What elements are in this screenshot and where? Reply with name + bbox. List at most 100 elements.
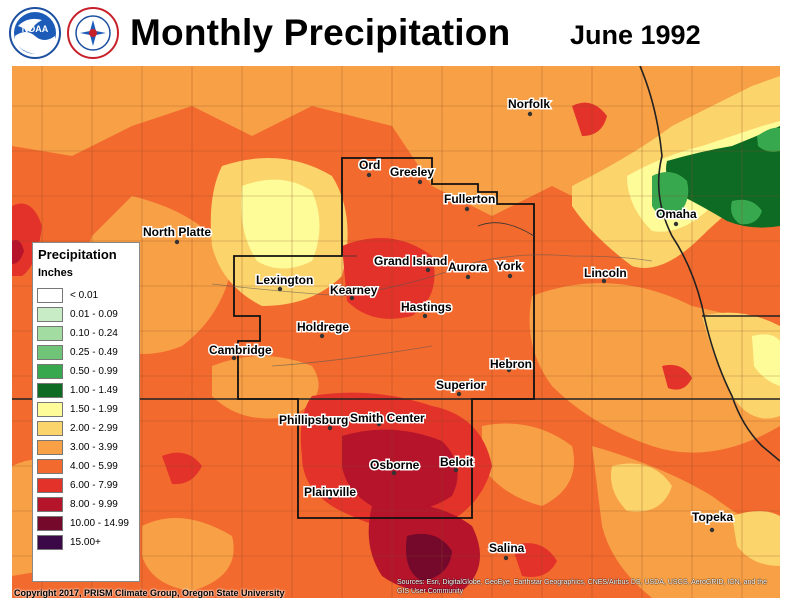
legend-swatch (37, 440, 63, 455)
svg-text:Hebron: Hebron (490, 357, 532, 371)
city-omaha[interactable]: Omaha (655, 206, 699, 227)
svg-text:Beloit: Beloit (440, 455, 473, 469)
svg-text:Lexington: Lexington (256, 273, 313, 287)
legend-label: 6.00 - 7.99 (70, 480, 118, 491)
legend-row: 10.00 - 14.99 (37, 514, 139, 533)
svg-text:Topeka: Topeka (692, 510, 733, 524)
city-superior[interactable]: Superior (435, 377, 487, 397)
city-fullerton[interactable]: Fullerton (443, 191, 497, 212)
page-title: Monthly Precipitation (130, 12, 511, 53)
legend-label: 0.25 - 0.49 (70, 347, 118, 358)
city-grand-island[interactable]: Grand Island (373, 253, 449, 273)
legend-row: 0.25 - 0.49 (37, 343, 139, 362)
rivers (211, 254, 653, 367)
legend-swatch (37, 516, 63, 531)
copyright-text: Copyright 2017, PRISM Climate Group, Ore… (14, 588, 285, 598)
nws-logo (66, 6, 120, 60)
svg-text:Osborne: Osborne (370, 458, 420, 472)
legend-swatch (37, 535, 63, 550)
legend: Precipitation Inches < 0.01 0.01 - 0.09 0.… (32, 242, 140, 582)
city-cambridge[interactable]: Cambridge (208, 342, 274, 361)
city-hastings[interactable]: Hastings (400, 299, 454, 319)
svg-text:York: York (496, 259, 522, 273)
svg-text:Ord: Ord (359, 158, 380, 172)
legend-swatch (37, 459, 63, 474)
city-north-platte[interactable]: North Platte (142, 224, 213, 245)
legend-label: 1.50 - 1.99 (70, 404, 118, 415)
sources-attribution: Sources: Esri, DigitalGlobe, GeoEye, Ear… (397, 579, 767, 595)
legend-row: 1.00 - 1.49 (37, 381, 139, 400)
precip-10to15-areas (406, 533, 452, 581)
legend-row: 4.00 - 5.99 (37, 457, 139, 476)
city-beloit[interactable]: Beloit (439, 454, 475, 473)
legend-label: 3.00 - 3.99 (70, 442, 118, 453)
legend-units: Inches (38, 267, 73, 279)
svg-text:Plainville: Plainville (304, 485, 356, 499)
svg-text:Salina: Salina (489, 541, 525, 555)
wfo-boundary (233, 157, 535, 519)
legend-label: 2.00 - 2.99 (70, 423, 118, 434)
city-plainville[interactable]: Plainville (303, 484, 358, 501)
svg-text:Fullerton: Fullerton (444, 192, 495, 206)
legend-swatch (37, 497, 63, 512)
city-kearney[interactable]: Kearney (329, 282, 379, 301)
svg-text:Omaha: Omaha (656, 207, 697, 221)
city-ord[interactable]: Ord (358, 157, 382, 178)
city-lincoln[interactable]: Lincoln (583, 265, 628, 284)
legend-row: 2.00 - 2.99 (37, 419, 139, 438)
city-smith-center[interactable]: Smith Center (349, 410, 427, 427)
svg-text:Cambridge: Cambridge (209, 343, 272, 357)
svg-text:Smith Center: Smith Center (350, 411, 425, 425)
legend-swatch (37, 421, 63, 436)
precipitation-map[interactable]: Norfolk Ord Greeley Fullerton Omaha Nort… (12, 66, 780, 598)
svg-text:North Platte: North Platte (143, 225, 211, 239)
legend-label: 0.50 - 0.99 (70, 366, 118, 377)
legend-swatch (37, 402, 63, 417)
legend-swatch (37, 364, 63, 379)
svg-text:Hastings: Hastings (401, 300, 452, 314)
legend-label: 8.00 - 9.99 (70, 499, 118, 510)
legend-row: 1.50 - 1.99 (37, 400, 139, 419)
city-salina[interactable]: Salina (488, 540, 526, 561)
legend-label: 0.01 - 0.09 (70, 309, 118, 320)
legend-label: 0.10 - 0.24 (70, 328, 118, 339)
legend-row: 3.00 - 3.99 (37, 438, 139, 457)
legend-label: < 0.01 (70, 290, 99, 301)
svg-text:Greeley: Greeley (390, 165, 434, 179)
svg-text:Lincoln: Lincoln (584, 266, 627, 280)
city-aurora[interactable]: Aurora (447, 259, 489, 280)
svg-text:Grand Island: Grand Island (374, 254, 447, 268)
svg-text:NOAA: NOAA (22, 24, 49, 34)
legend-row: 15.00+ (37, 533, 139, 552)
city-greeley[interactable]: Greeley (389, 164, 436, 185)
legend-row: 6.00 - 7.99 (37, 476, 139, 495)
city-osborne[interactable]: Osborne (369, 457, 421, 476)
noaa-logo: NOAA (8, 6, 62, 60)
city-hebron[interactable]: Hebron (489, 356, 534, 373)
header: NOAA Monthly Precipitation June 1992 (0, 0, 792, 66)
legend-swatch (37, 383, 63, 398)
legend-row: 0.01 - 0.09 (37, 305, 139, 324)
legend-row: < 0.01 (37, 286, 139, 305)
city-markers: Norfolk Ord Greeley Fullerton Omaha Nort… (142, 96, 735, 561)
legend-title: Precipitation (38, 247, 117, 262)
legend-swatch (37, 307, 63, 322)
svg-text:Phillipsburg: Phillipsburg (279, 413, 348, 427)
svg-text:Norfolk: Norfolk (508, 97, 550, 111)
city-norfolk[interactable]: Norfolk (507, 96, 552, 117)
city-topeka[interactable]: Topeka (691, 509, 735, 533)
city-lexington[interactable]: Lexington (255, 272, 315, 292)
legend-label: 10.00 - 14.99 (70, 518, 129, 529)
legend-swatch (37, 326, 63, 341)
legend-row: 0.10 - 0.24 (37, 324, 139, 343)
legend-list: < 0.01 0.01 - 0.09 0.10 - 0.24 0.25 - 0.49 0… (37, 286, 139, 552)
legend-row: 8.00 - 9.99 (37, 495, 139, 514)
legend-label: 1.00 - 1.49 (70, 385, 118, 396)
city-holdrege[interactable]: Holdrege (296, 319, 351, 339)
svg-text:Kearney: Kearney (330, 283, 378, 297)
legend-swatch (37, 345, 63, 360)
city-phillipsburg[interactable]: Phillipsburg (278, 412, 350, 431)
svg-text:Aurora: Aurora (448, 260, 488, 274)
city-york[interactable]: York (495, 258, 524, 279)
legend-swatch (37, 478, 63, 493)
